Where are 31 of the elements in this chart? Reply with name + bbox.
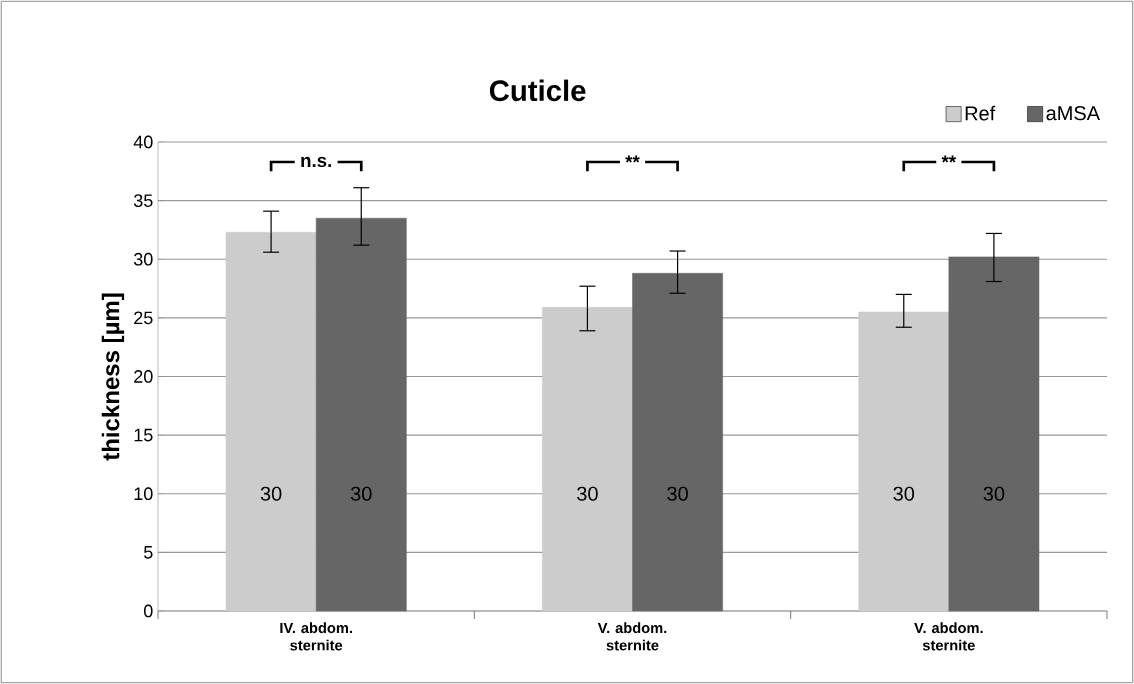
y-tick-label: 5	[144, 546, 153, 559]
bar	[315, 217, 407, 612]
x-tick-label: IV. abdom. sternite	[280, 622, 352, 651]
annotation: 30	[577, 486, 598, 501]
legend-label: aMSA	[1046, 106, 1101, 121]
bar	[225, 232, 317, 612]
y-tick-label: 15	[134, 428, 153, 442]
annotation: 30	[893, 486, 915, 501]
annotation: **	[625, 155, 640, 163]
x-tick-label: V. abdom. sternite	[914, 622, 983, 651]
bar	[948, 256, 1040, 612]
annotation: **	[941, 155, 957, 163]
bar	[858, 311, 950, 612]
annotation: 30	[667, 486, 688, 501]
annotation: 30	[260, 486, 282, 501]
y-tick-label: 10	[134, 487, 153, 501]
annotation: 30	[350, 486, 372, 501]
y-tick-label: 30	[133, 252, 153, 266]
y-tick-label: 0	[144, 604, 153, 618]
y-tick-label: 25	[134, 311, 153, 325]
y-tick-label: 40	[133, 135, 153, 149]
annotation: 30	[983, 486, 1005, 501]
y-axis-title: thickness [µm]	[101, 293, 125, 461]
x-tick-label: V. abdom. sternite	[597, 622, 667, 651]
bar	[632, 273, 723, 612]
chart-title: Cuticle	[489, 79, 586, 102]
annotation: n.s.	[301, 156, 331, 168]
y-tick-label: 20	[134, 370, 153, 383]
y-tick-label: 35	[133, 194, 153, 207]
bar	[542, 307, 633, 612]
legend-label: Ref	[965, 105, 996, 121]
